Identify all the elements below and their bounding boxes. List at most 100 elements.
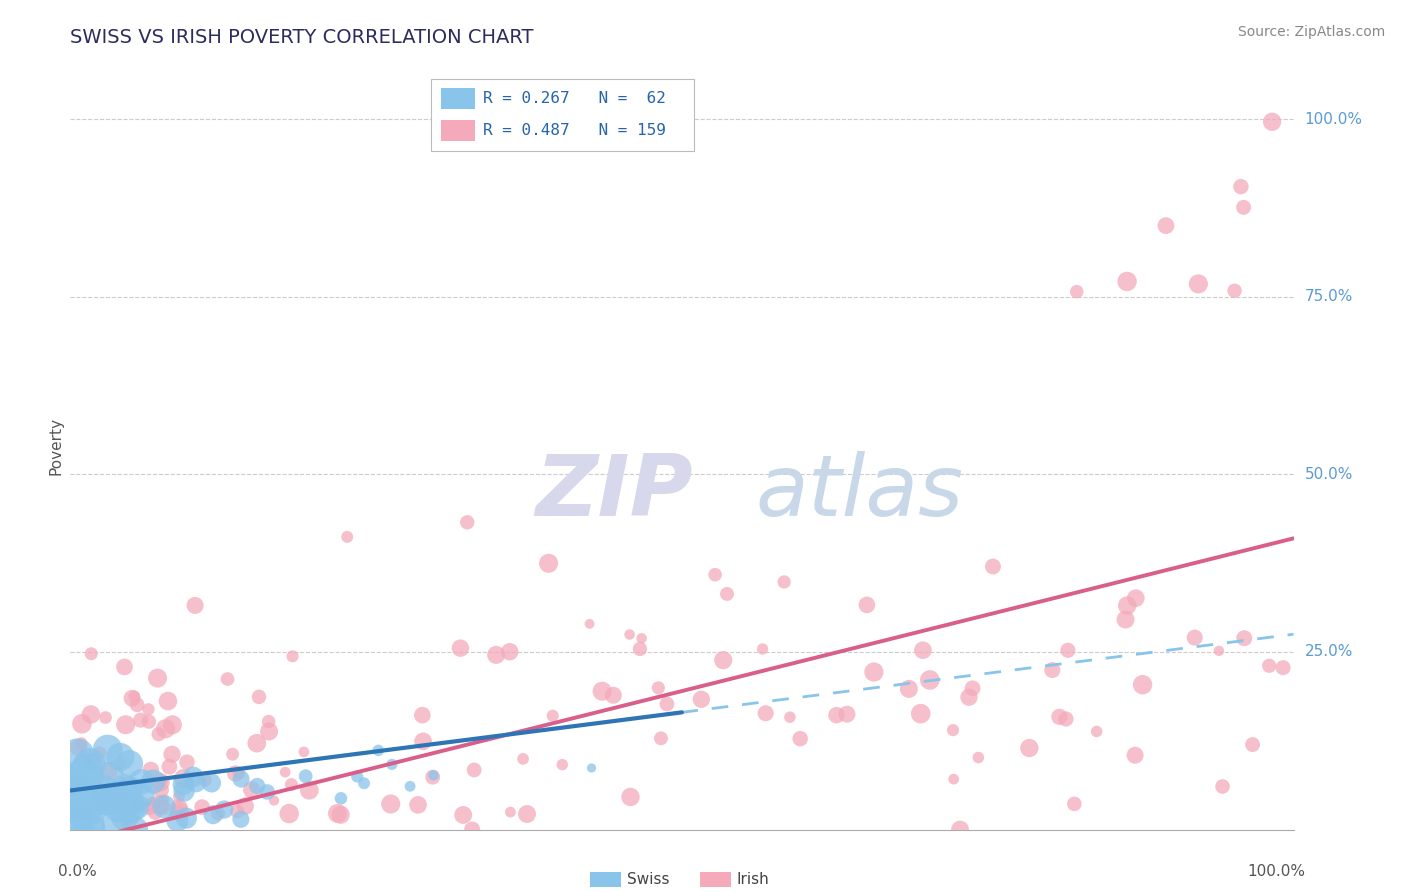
Point [202,807,225,822]
Point [118,782,141,797]
Point [716,587,738,601]
Point [957,690,980,705]
Point [146,671,169,685]
Point [1116,599,1139,613]
Point [148,727,170,741]
Point [910,706,932,721]
Text: Irish: Irish [737,871,769,887]
Point [711,653,734,667]
Point [346,770,368,784]
Point [292,745,315,759]
Point [655,697,678,711]
Point [591,684,613,698]
Point [1125,591,1147,606]
Point [463,763,485,777]
Point [835,707,858,722]
Point [70,737,93,751]
Point [499,805,522,819]
Point [228,766,250,780]
Point [138,801,160,815]
Point [281,649,304,664]
Point [160,747,183,762]
Y-axis label: Poverty: Poverty [48,417,63,475]
Point [138,702,160,716]
Point [91,783,114,797]
Point [229,772,252,786]
Point [153,792,176,806]
Point [121,802,143,816]
Point [240,782,263,797]
Point [381,757,404,772]
Point [1241,738,1264,752]
Point [169,805,191,819]
Text: SWISS VS IRISH POVERTY CORRELATION CHART: SWISS VS IRISH POVERTY CORRELATION CHART [70,28,534,47]
Point [274,765,297,780]
Point [581,761,603,775]
Point [127,796,149,810]
FancyBboxPatch shape [432,79,695,151]
Point [79,802,101,816]
Point [207,806,229,821]
Point [153,799,176,814]
Point [1066,285,1088,299]
Text: 100.0%: 100.0% [1305,112,1362,127]
Point [167,800,190,814]
Point [619,789,641,804]
Point [779,710,801,724]
Text: 100.0%: 100.0% [1247,864,1306,880]
Point [73,808,96,822]
Point [107,790,129,805]
Point [105,816,128,830]
Point [918,673,941,687]
Point [138,714,160,729]
Text: 25.0%: 25.0% [1305,645,1353,659]
Point [1272,661,1295,675]
Point [79,822,101,837]
Point [773,574,796,589]
Point [246,779,269,793]
Point [1054,712,1077,726]
Point [157,760,180,774]
Point [166,814,188,828]
Point [1040,663,1063,677]
Point [217,672,239,686]
Point [114,660,136,674]
Point [176,811,198,825]
Point [422,768,444,782]
FancyBboxPatch shape [591,871,621,887]
Point [1116,275,1139,289]
Point [863,665,886,679]
Point [184,599,207,613]
Point [97,742,120,756]
Text: R = 0.487   N = 159: R = 0.487 N = 159 [482,123,665,138]
Point [172,777,194,791]
Point [1057,643,1080,657]
Point [70,716,93,731]
Point [167,789,190,804]
Text: R = 0.267   N =  62: R = 0.267 N = 62 [482,91,665,106]
Point [825,708,848,723]
Point [456,516,478,530]
Point [125,799,148,814]
Point [628,642,651,657]
Point [60,805,83,820]
Point [139,763,162,777]
Point [1187,277,1209,291]
Point [1115,613,1137,627]
Point [1230,179,1253,194]
Point [131,789,153,803]
Point [326,806,349,821]
Point [967,750,990,764]
Point [98,785,121,799]
Text: 75.0%: 75.0% [1305,289,1353,304]
Point [1184,631,1206,645]
Point [194,772,217,787]
Point [155,722,177,736]
Point [110,750,132,764]
Point [330,791,353,805]
Point [143,805,166,820]
Point [1085,724,1108,739]
Point [181,770,204,784]
Point [127,698,149,712]
Point [173,772,195,786]
